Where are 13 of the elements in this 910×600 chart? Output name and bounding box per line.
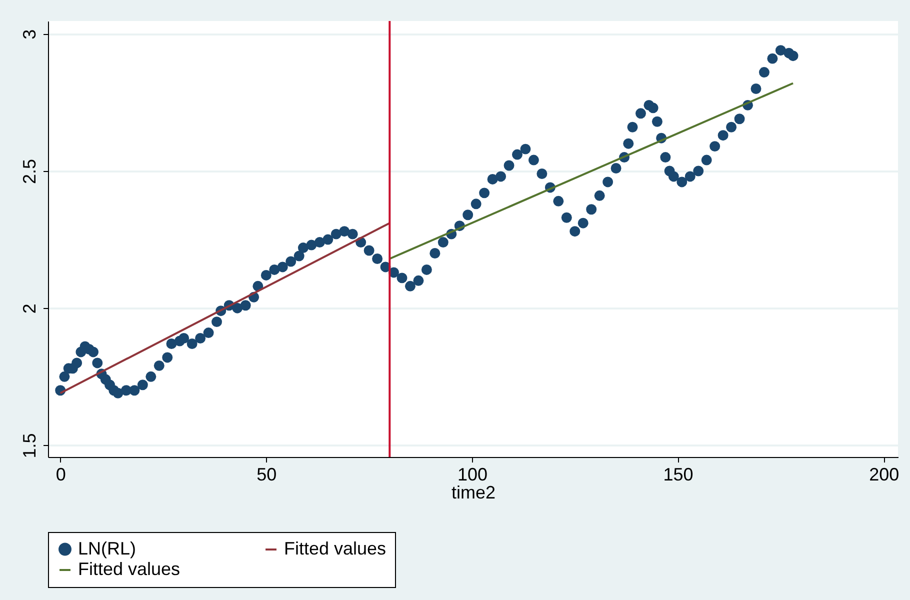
legend-label: Fitted values xyxy=(78,559,180,579)
x-tick-label: 200 xyxy=(869,464,900,484)
x-tick-label: 150 xyxy=(663,464,694,484)
y-tick-label: 2.5 xyxy=(20,158,40,184)
y-tick-label: 3 xyxy=(20,29,40,40)
x-tick-label: 0 xyxy=(56,464,66,484)
legend-label: LN(RL) xyxy=(78,538,136,558)
x-tick-label: 50 xyxy=(256,464,277,484)
x-tick-label: 100 xyxy=(457,464,488,484)
y-tick-label: 2 xyxy=(20,304,40,314)
y-tick-label: 1.5 xyxy=(20,433,40,458)
x-axis-title: time2 xyxy=(451,482,496,502)
legend-label: Fitted values xyxy=(284,538,386,558)
